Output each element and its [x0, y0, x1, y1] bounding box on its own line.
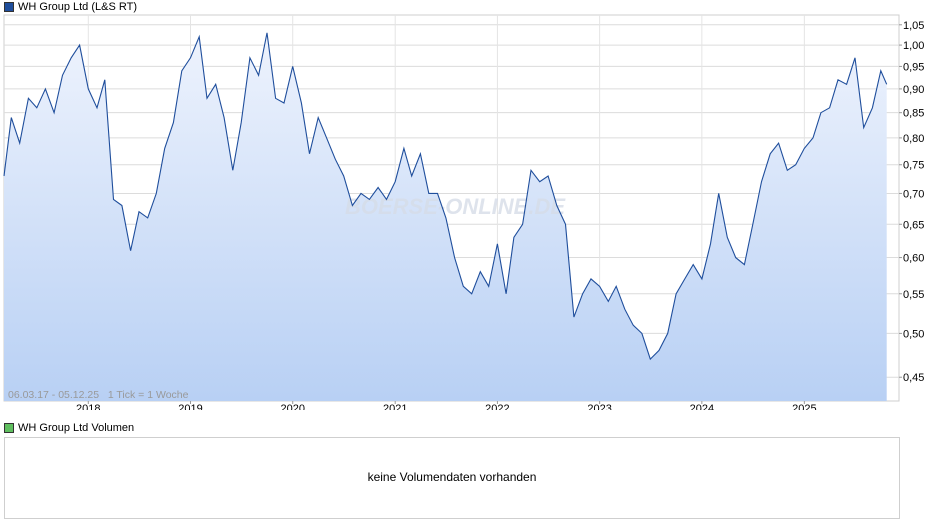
x-tick-label: 2021 — [383, 403, 407, 410]
y-tick-label: 0,90 — [903, 84, 924, 96]
x-tick-label: 2024 — [690, 403, 714, 410]
volume-legend-label: WH Group Ltd Volumen — [18, 422, 135, 434]
price-legend: WH Group Ltd (L&S RT) — [4, 0, 137, 14]
volume-legend: WH Group Ltd Volumen — [4, 421, 134, 435]
volume-panel: keine Volumendaten vorhanden — [4, 437, 900, 519]
x-tick-label: 2023 — [587, 403, 611, 410]
y-tick-label: 0,60 — [903, 253, 924, 265]
price-legend-swatch — [4, 2, 14, 12]
y-tick-label: 0,50 — [903, 328, 924, 340]
x-tick-label: 2019 — [178, 403, 202, 410]
watermark: BOERSE-ONLINE.DE — [345, 194, 566, 219]
range-note: 06.03.17 - 05.12.25 1 Tick = 1 Woche — [8, 389, 189, 401]
x-tick-label: 2020 — [280, 403, 304, 410]
watermark-layer: BOERSE-ONLINE.DE — [345, 194, 566, 219]
price-chart: BOERSE-ONLINE.DE 0,45 0,50 0,55 0,60 0,65 0,7… — [3, 14, 924, 410]
x-tick-label: 2022 — [485, 403, 509, 410]
y-tick-label: 0,65 — [903, 219, 924, 231]
x-tick-label: 2018 — [76, 403, 100, 410]
y-tick-label: 1,05 — [903, 20, 924, 32]
x-tick-label: 2025 — [792, 403, 816, 410]
y-tick-label: 0,70 — [903, 188, 924, 200]
x-axis: 2018 2019 2020 2021 2022 2023 2024 2025 — [76, 401, 817, 410]
y-tick-label: 0,45 — [903, 372, 924, 384]
y-tick-label: 1,00 — [903, 40, 924, 52]
y-tick-label: 0,80 — [903, 133, 924, 145]
y-tick-label: 0,95 — [903, 61, 924, 73]
volume-legend-swatch — [4, 423, 14, 433]
y-axis: 0,45 0,50 0,55 0,60 0,65 0,70 0,75 0,80 0,85 0,90… — [899, 20, 924, 384]
y-tick-label: 0,55 — [903, 289, 924, 301]
price-legend-label: WH Group Ltd (L&S RT) — [18, 1, 137, 13]
price-line — [3, 32, 888, 361]
volume-empty-message: keine Volumendaten vorhanden — [367, 470, 537, 484]
y-tick-label: 0,85 — [903, 108, 924, 120]
y-tick-label: 0,75 — [903, 160, 924, 172]
